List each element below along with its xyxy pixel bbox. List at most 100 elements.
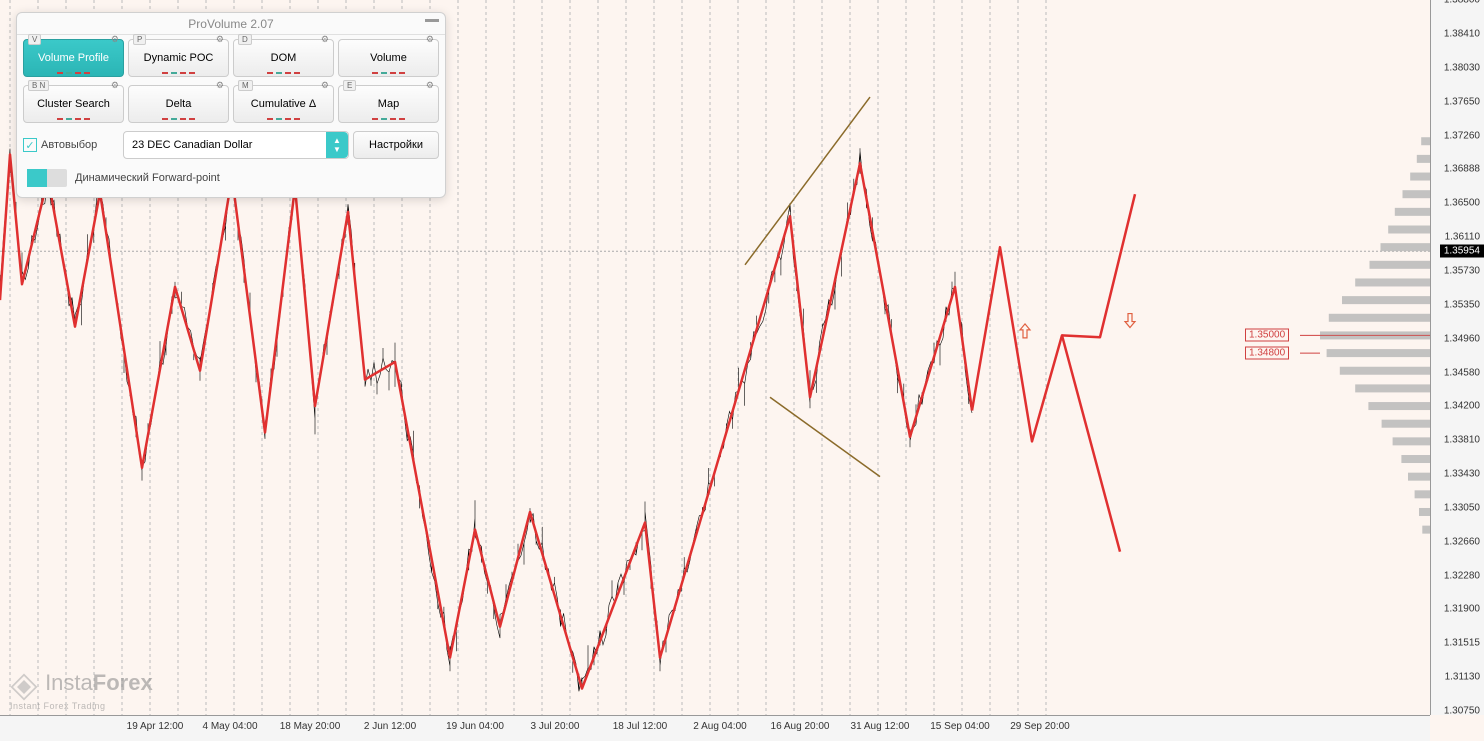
y-tick-label: 1.32280 <box>1444 570 1480 581</box>
y-tick-label: 1.34580 <box>1444 367 1480 378</box>
y-tick-label: 1.33430 <box>1444 469 1480 480</box>
x-tick-label: 19 Apr 12:00 <box>127 721 184 732</box>
gear-icon[interactable]: ⚙ <box>111 34 119 45</box>
x-tick-label: 2 Aug 04:00 <box>693 721 746 732</box>
y-tick-label: 1.35730 <box>1444 265 1480 276</box>
gear-icon[interactable]: ⚙ <box>216 80 224 91</box>
y-tick-label: 1.34200 <box>1444 401 1480 412</box>
autoselect-label: Автовыбор <box>41 139 97 151</box>
y-tick-label: 1.38800 <box>1444 0 1480 6</box>
panel-title-text: ProVolume 2.07 <box>188 17 273 31</box>
panel-button-label: DOM <box>271 52 297 64</box>
y-tick-label: 1.37650 <box>1444 96 1480 107</box>
watermark: InstaForex Instant Forex Trading <box>10 670 153 711</box>
y-tick-label: 1.34960 <box>1444 333 1480 344</box>
panel-button-dots <box>234 118 333 120</box>
slogan: Instant Forex Trading <box>10 701 153 711</box>
panel-button-delta[interactable]: ⚙Delta <box>128 85 229 123</box>
panel-button-label: Cluster Search <box>37 98 110 110</box>
panel-button-label: Delta <box>166 98 192 110</box>
x-tick-label: 18 Jul 12:00 <box>613 721 668 732</box>
gear-icon[interactable]: ⚙ <box>111 80 119 91</box>
y-tick-label: 1.38410 <box>1444 29 1480 40</box>
select-arrows-icon[interactable]: ▲▼ <box>326 132 348 158</box>
panel-button-tag: E <box>343 80 356 91</box>
settings-button[interactable]: Настройки <box>353 131 439 159</box>
panel-button-cumulative-[interactable]: M⚙Cumulative Δ <box>233 85 334 123</box>
panel-button-map[interactable]: E⚙Map <box>338 85 439 123</box>
brand-suffix: Forex <box>93 670 153 695</box>
toggle-label: Динамический Forward-point <box>75 172 220 184</box>
panel-row-1: V⚙Volume ProfileP⚙Dynamic POCD⚙DOM⚙Volum… <box>17 35 445 81</box>
panel-button-volume[interactable]: ⚙Volume <box>338 39 439 77</box>
y-tick-label: 1.31515 <box>1444 638 1480 649</box>
panel-button-dom[interactable]: D⚙DOM <box>233 39 334 77</box>
x-axis: 19 Apr 12:00 4 May 04:00 18 May 20:00 2 Jun… <box>0 715 1430 741</box>
panel-select-row: ✓ Автовыбор 23 DEC Canadian Dollar ▲▼ На… <box>17 127 445 163</box>
y-tick-label: 1.33810 <box>1444 435 1480 446</box>
panel-button-dots <box>129 72 228 74</box>
panel-button-cluster-search[interactable]: B N⚙Cluster Search <box>23 85 124 123</box>
y-tick-label: 1.33050 <box>1444 502 1480 513</box>
panel-button-label: Volume <box>370 52 407 64</box>
provolume-panel[interactable]: ProVolume 2.07 V⚙Volume ProfileP⚙Dynamic… <box>16 12 446 198</box>
x-tick-label: 4 May 04:00 <box>202 721 257 732</box>
gear-icon[interactable]: ⚙ <box>426 80 434 91</box>
contract-value: 23 DEC Canadian Dollar <box>132 139 252 151</box>
y-tick-label: 1.37260 <box>1444 130 1480 141</box>
panel-button-dots <box>24 118 123 120</box>
x-tick-label: 18 May 20:00 <box>280 721 341 732</box>
autoselect-checkbox[interactable]: ✓ Автовыбор <box>23 138 119 152</box>
toggle-knob <box>27 169 47 187</box>
x-tick-label: 29 Sep 20:00 <box>1010 721 1070 732</box>
forward-point-toggle[interactable] <box>27 169 67 187</box>
minimize-icon[interactable] <box>425 19 439 22</box>
y-tick-label: 1.30750 <box>1444 705 1480 716</box>
y-tick-label: 1.31130 <box>1445 672 1480 683</box>
y-tick-label: 1.36888 <box>1444 163 1480 174</box>
panel-button-label: Cumulative Δ <box>251 98 316 110</box>
panel-button-tag: P <box>133 34 146 45</box>
x-tick-label: 2 Jun 12:00 <box>364 721 416 732</box>
panel-button-tag: M <box>238 80 253 91</box>
checkbox-icon: ✓ <box>23 138 37 152</box>
chart-container: USDCAD,H4 1.350001.34800 1.35954 1.38800… <box>0 0 1484 741</box>
current-price-tag: 1.35954 <box>1440 245 1484 258</box>
gear-icon[interactable]: ⚙ <box>426 34 434 45</box>
brand-prefix: Insta <box>45 670 93 695</box>
panel-button-tag: V <box>28 34 41 45</box>
panel-button-dots <box>339 72 438 74</box>
instaforex-icon <box>10 673 38 701</box>
y-tick-label: 1.31900 <box>1444 604 1480 615</box>
panel-button-tag: B N <box>28 80 49 91</box>
brand-text: InstaForex <box>45 670 153 695</box>
x-tick-label: 15 Sep 04:00 <box>930 721 990 732</box>
y-axis: 1.35954 1.388001.384101.380301.376501.37… <box>1430 0 1484 715</box>
x-tick-label: 3 Jul 20:00 <box>531 721 580 732</box>
panel-button-dynamic-poc[interactable]: P⚙Dynamic POC <box>128 39 229 77</box>
panel-button-volume-profile[interactable]: V⚙Volume Profile <box>23 39 124 77</box>
y-tick-label: 1.35350 <box>1444 299 1480 310</box>
panel-button-label: Volume Profile <box>38 52 109 64</box>
gear-icon[interactable]: ⚙ <box>321 80 329 91</box>
contract-select[interactable]: 23 DEC Canadian Dollar ▲▼ <box>123 131 349 159</box>
x-tick-label: 31 Aug 12:00 <box>851 721 910 732</box>
y-tick-label: 1.36110 <box>1445 232 1480 243</box>
price-level-label: 1.35000 <box>1245 329 1289 342</box>
panel-button-label: Map <box>378 98 399 110</box>
panel-row-2: B N⚙Cluster Search⚙DeltaM⚙Cumulative ΔE⚙… <box>17 81 445 127</box>
price-level-label: 1.34800 <box>1245 347 1289 360</box>
panel-button-dots <box>24 72 123 74</box>
panel-button-tag: D <box>238 34 252 45</box>
panel-button-label: Dynamic POC <box>144 52 214 64</box>
x-tick-label: 16 Aug 20:00 <box>771 721 830 732</box>
y-tick-label: 1.36500 <box>1444 198 1480 209</box>
panel-button-dots <box>129 118 228 120</box>
panel-title[interactable]: ProVolume 2.07 <box>17 13 445 35</box>
panel-button-dots <box>339 118 438 120</box>
gear-icon[interactable]: ⚙ <box>321 34 329 45</box>
y-tick-label: 1.32660 <box>1444 536 1480 547</box>
gear-icon[interactable]: ⚙ <box>216 34 224 45</box>
panel-button-dots <box>234 72 333 74</box>
panel-toggle-row: Динамический Forward-point <box>17 163 445 197</box>
